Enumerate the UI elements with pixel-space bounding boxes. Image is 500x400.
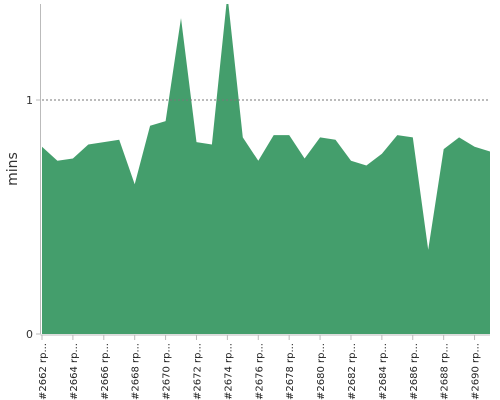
x-tick-label: #2676 rp... [254,343,265,400]
x-tick-label: #2686 rp... [409,343,420,400]
y-axis: 01 [26,4,41,341]
y-tick-label: 0 [26,328,33,341]
x-tick-label: #2666 rp... [100,343,111,400]
x-tick-label: #2662 rp... [38,343,49,400]
x-axis: #2662 rp... #2664 rp... #2666 rp... #2668 r… [38,334,490,400]
plot-area [42,4,490,334]
x-tick-label: #2680 rp... [316,343,327,400]
x-tick-label: #2678 rp... [285,343,296,400]
area-series [42,4,490,334]
y-tick-label: 1 [26,94,33,107]
x-tick-label: #2688 rp... [440,343,451,400]
x-tick-label: #2670 rp... [162,343,173,400]
x-tick-label: #2668 rp... [131,343,142,400]
x-tick-label: #2684 rp... [378,343,389,400]
x-tick-label: #2674 rp... [223,343,234,400]
x-tick-label: #2672 rp... [192,343,203,400]
y-axis-label: mins [5,152,21,186]
x-tick-label: #2664 rp... [69,343,80,400]
x-tick-label: #2690 rp... [471,343,482,400]
x-tick-label: #2682 rp... [347,343,358,400]
